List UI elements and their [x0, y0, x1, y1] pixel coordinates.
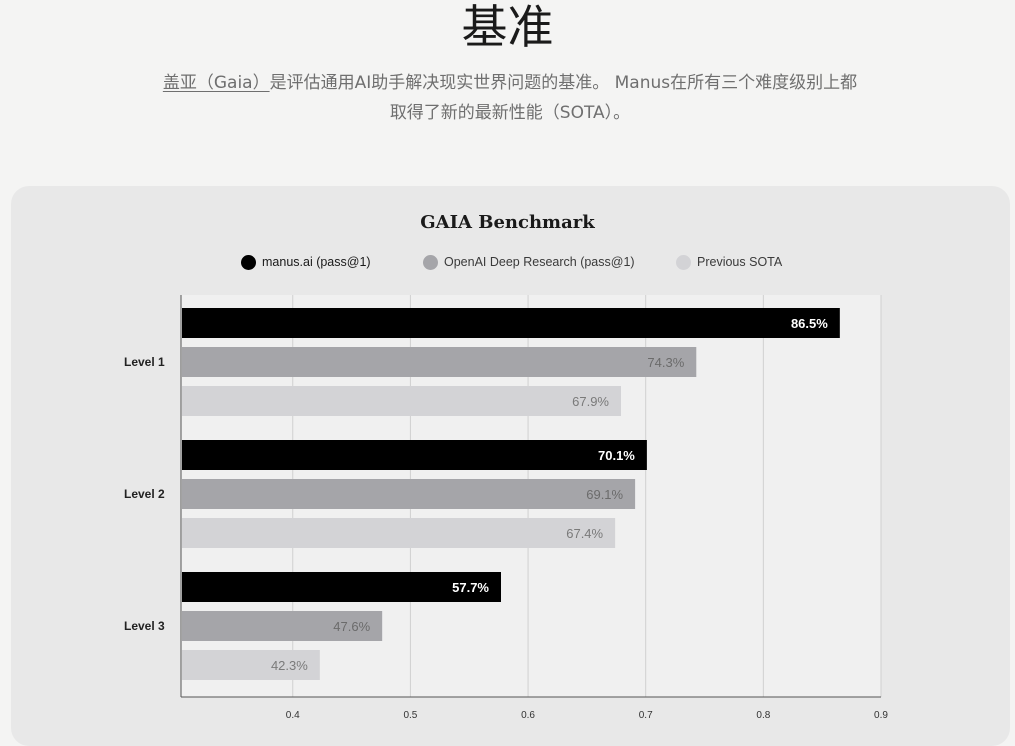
category-label-1: Level 1 — [124, 355, 165, 369]
x-tick-label-0.5: 0.5 — [403, 710, 417, 721]
gaia-link[interactable]: 盖亚（Gaia） — [162, 73, 270, 93]
legend-label-openai: OpenAI Deep Research (pass@1) — [444, 255, 635, 269]
bar-label-level1-series2: 74.3% — [647, 355, 684, 370]
category-label-3: Level 3 — [124, 619, 165, 633]
bar-label-level3-series1: 57.7% — [452, 580, 489, 595]
x-tick-label-0.6: 0.6 — [521, 710, 535, 721]
intro-text: 是评估通用AI助手解决现实世界问题的基准。 Manus在所有三个难度级别上都取得… — [269, 73, 858, 123]
bar-label-level1-series3: 67.9% — [572, 394, 609, 409]
bar-label-level3-series3: 42.3% — [271, 658, 308, 673]
legend-item-openai: OpenAI Deep Research (pass@1) — [423, 253, 635, 271]
x-tick-label-0.8: 0.8 — [756, 710, 770, 721]
bar-level2-series2 — [182, 479, 636, 509]
bar-level2-series3 — [182, 518, 616, 548]
x-tick-label-0.7: 0.7 — [639, 710, 653, 721]
chart-title: GAIA Benchmark — [420, 212, 595, 233]
page-title: 基准 — [461, 0, 554, 54]
bar-level1-series3 — [182, 386, 621, 416]
x-tick-label-0.4: 0.4 — [286, 710, 300, 721]
bar-label-level1-series1: 86.5% — [791, 316, 828, 331]
legend-item-previous: Previous SOTA — [676, 253, 782, 271]
legend-dot-manus — [241, 254, 256, 270]
gaia-bar-chart: 0.4 0.5 0.6 0.7 0.8 0.9 Level 1 86.5% 74.3% 67.9%… — [124, 295, 888, 721]
legend-dot-openai — [423, 254, 438, 270]
bar-level3-series1 — [182, 572, 501, 602]
bar-label-level2-series1: 70.1% — [598, 448, 635, 463]
legend-dot-previous — [676, 254, 691, 270]
x-tick-label-0.9: 0.9 — [874, 710, 888, 721]
bar-level2-series1 — [182, 440, 647, 470]
legend-item-manus: manus.ai (pass@1) — [241, 253, 371, 271]
bar-label-level2-series2: 69.1% — [586, 487, 623, 502]
legend-label-manus: manus.ai (pass@1) — [262, 255, 371, 269]
intro-paragraph: 盖亚（Gaia）是评估通用AI助手解决现实世界问题的基准。 Manus在所有三个… — [160, 68, 860, 128]
legend-label-previous: Previous SOTA — [697, 255, 783, 269]
bar-level3-series3 — [182, 650, 320, 680]
bar-level1-series2 — [182, 347, 697, 377]
bar-label-level2-series3: 67.4% — [566, 526, 603, 541]
category-label-2: Level 2 — [124, 487, 165, 501]
bar-level3-series2 — [182, 611, 383, 641]
bar-label-level3-series2: 47.6% — [333, 619, 370, 634]
bar-level1-series1 — [182, 308, 840, 338]
